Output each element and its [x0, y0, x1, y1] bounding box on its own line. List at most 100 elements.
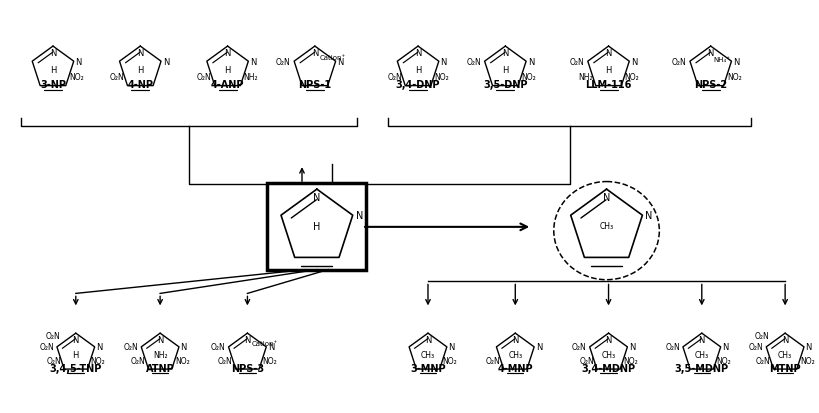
Text: N: N: [528, 57, 534, 66]
Text: N: N: [605, 49, 612, 58]
Text: O₂N: O₂N: [486, 356, 500, 365]
Text: H: H: [73, 350, 79, 359]
Text: O₂N: O₂N: [197, 73, 211, 82]
Text: N: N: [733, 57, 740, 66]
Text: O₂N: O₂N: [754, 331, 769, 340]
Text: O₂N: O₂N: [218, 356, 233, 365]
Text: H: H: [137, 66, 143, 74]
Text: N: N: [722, 342, 729, 351]
Text: NH₄⁺: NH₄⁺: [713, 57, 730, 63]
Text: NH₂: NH₂: [153, 350, 167, 359]
Text: N: N: [75, 57, 82, 66]
Text: NO₂: NO₂: [174, 356, 189, 365]
Text: N: N: [425, 335, 431, 344]
Text: H: H: [313, 222, 320, 232]
Text: N: N: [603, 193, 610, 203]
Text: NO₂: NO₂: [262, 356, 277, 365]
Text: 3,4,5-TNP: 3,4,5-TNP: [50, 363, 102, 373]
Text: NO₂: NO₂: [90, 356, 105, 365]
Text: CH₃: CH₃: [778, 350, 792, 359]
Text: NH₂: NH₂: [578, 73, 592, 82]
Text: N: N: [163, 57, 170, 66]
FancyBboxPatch shape: [268, 184, 366, 271]
Text: H: H: [50, 66, 57, 74]
Text: N: N: [355, 211, 363, 221]
Text: O₂N: O₂N: [756, 356, 771, 365]
Text: N: N: [337, 57, 344, 66]
Text: N: N: [449, 342, 455, 351]
Text: H: H: [605, 66, 612, 74]
Text: NO₂: NO₂: [623, 356, 638, 365]
Text: N: N: [645, 211, 653, 221]
Text: O₂N: O₂N: [131, 356, 146, 365]
Text: O₂N: O₂N: [47, 356, 61, 365]
Text: O₂N: O₂N: [124, 342, 138, 351]
Text: O₂N: O₂N: [572, 342, 586, 351]
Text: 4-ANP: 4-ANP: [210, 80, 244, 90]
Text: 3,4-DNP: 3,4-DNP: [396, 80, 441, 90]
Text: CH₃: CH₃: [601, 350, 616, 359]
Text: O₂N: O₂N: [570, 57, 585, 66]
Text: 4-NP: 4-NP: [127, 80, 153, 90]
Text: NO₂: NO₂: [434, 73, 449, 82]
Text: H: H: [415, 66, 421, 74]
Text: N: N: [512, 335, 518, 344]
Text: Cation⁺: Cation⁺: [251, 340, 278, 346]
Text: N: N: [502, 49, 509, 58]
Text: N: N: [157, 335, 163, 344]
Text: O₂N: O₂N: [110, 73, 124, 82]
Text: NO₂: NO₂: [522, 73, 536, 82]
Text: NO₂: NO₂: [726, 73, 741, 82]
Text: NPS-2: NPS-2: [695, 80, 727, 90]
Text: N: N: [97, 342, 102, 351]
Text: 3,5-DNP: 3,5-DNP: [483, 80, 527, 90]
Text: CH₃: CH₃: [509, 350, 523, 359]
Text: CH₃: CH₃: [421, 350, 435, 359]
Text: N: N: [415, 49, 421, 58]
Text: N: N: [73, 335, 79, 344]
Text: N: N: [441, 57, 447, 66]
Text: N: N: [180, 342, 187, 351]
Text: NO₂: NO₂: [717, 356, 731, 365]
Text: N: N: [782, 335, 789, 344]
Text: H: H: [502, 66, 509, 74]
Text: N: N: [699, 335, 705, 344]
Text: Cation⁺: Cation⁺: [319, 55, 346, 61]
Text: N: N: [536, 342, 542, 351]
Text: N: N: [137, 49, 143, 58]
Text: N: N: [224, 49, 231, 58]
Text: 3-MNP: 3-MNP: [410, 363, 446, 373]
Text: O₂N: O₂N: [749, 342, 763, 351]
Text: LLM-116: LLM-116: [586, 80, 631, 90]
Text: 3,4-MDNP: 3,4-MDNP: [581, 363, 636, 373]
Text: NH₂: NH₂: [244, 73, 258, 82]
Text: O₂N: O₂N: [39, 342, 54, 351]
Text: O₂N: O₂N: [665, 342, 680, 351]
Text: O₂N: O₂N: [672, 57, 686, 66]
Text: O₂N: O₂N: [276, 57, 291, 66]
Text: N: N: [631, 57, 637, 66]
Text: N: N: [50, 49, 57, 58]
Text: NPS-3: NPS-3: [231, 363, 264, 373]
Text: N: N: [629, 342, 636, 351]
Text: N: N: [605, 335, 612, 344]
Text: NO₂: NO₂: [69, 73, 84, 82]
Text: NO₂: NO₂: [625, 73, 640, 82]
Text: MTNP: MTNP: [769, 363, 801, 373]
Text: 3,5-MDNP: 3,5-MDNP: [675, 363, 729, 373]
Text: N: N: [806, 342, 812, 351]
Text: N: N: [708, 49, 714, 58]
Text: N: N: [313, 193, 320, 203]
Text: CH₃: CH₃: [600, 222, 613, 230]
Text: O₂N: O₂N: [387, 73, 402, 82]
Text: 3-NP: 3-NP: [40, 80, 66, 90]
Text: ATNP: ATNP: [146, 363, 174, 373]
Text: N: N: [312, 49, 318, 58]
Text: O₂N: O₂N: [467, 57, 482, 66]
Text: 4-MNP: 4-MNP: [497, 363, 533, 373]
Text: H: H: [224, 66, 231, 74]
Text: NPS-1: NPS-1: [298, 80, 332, 90]
Text: O₂N: O₂N: [579, 356, 594, 365]
Text: NO₂: NO₂: [800, 356, 815, 365]
Text: N: N: [244, 335, 251, 344]
